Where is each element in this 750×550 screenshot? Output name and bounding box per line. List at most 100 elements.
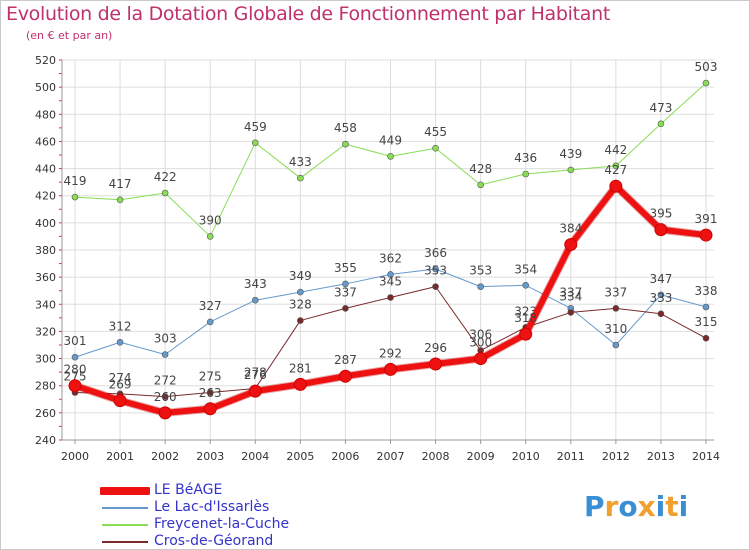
x-tick-label: 2001 [106,450,134,463]
data-point [161,189,169,197]
data-point [432,144,439,152]
data-point [567,166,575,174]
data-point [432,283,439,290]
legend-label: Cros-de-Géorand [154,533,274,549]
data-label: 345 [379,275,402,289]
data-point [474,352,488,366]
data-point [522,281,530,289]
data-point [206,318,214,326]
data-label: 343 [244,277,267,291]
x-tick-label: 2014 [692,450,720,463]
y-tick-label: 320 [35,325,56,338]
data-point [158,406,172,420]
legend-swatch-lac-issarles [102,507,148,509]
data-label: 353 [469,264,492,278]
data-label: 419 [64,174,87,188]
data-label: 280 [64,363,87,377]
data-point [612,162,620,170]
data-point [71,193,79,201]
data-label: 427 [604,163,627,177]
data-label: 292 [379,346,402,360]
data-point [699,228,713,242]
logo-letter: i [678,490,689,523]
data-point [477,283,484,290]
data-point [702,79,710,87]
data-label: 433 [289,155,312,169]
x-tick-label: 2011 [557,450,585,463]
data-point [161,393,169,400]
x-tick-label: 2000 [61,450,89,463]
data-point [387,153,394,160]
y-tick-label: 420 [35,190,56,203]
data-point [248,384,262,398]
data-point [206,233,214,240]
data-label: 318 [514,311,537,325]
data-label: 442 [604,143,627,157]
data-point [206,389,214,396]
data-label: 323 [514,304,537,318]
data-label: 354 [514,262,537,276]
x-tick-label: 2006 [331,450,359,463]
data-label: 315 [695,315,718,329]
x-tick-label: 2008 [422,450,450,463]
data-label: 272 [154,374,177,388]
data-point [387,294,394,301]
logo-letter: o [618,490,638,523]
data-point [251,139,259,147]
x-tick-label: 2002 [151,450,179,463]
data-point [387,271,394,278]
data-label: 301 [64,334,87,348]
y-tick-label: 460 [35,135,56,148]
data-label: 269 [109,378,132,392]
data-point [657,120,665,128]
data-label: 384 [559,222,582,236]
data-label: 338 [695,284,718,298]
data-point [522,170,530,178]
data-point [567,309,575,316]
data-label: 395 [649,207,672,221]
x-tick-label: 2013 [647,450,675,463]
data-label: 458 [334,121,357,135]
x-tick-label: 2010 [512,450,540,463]
data-point [116,196,124,204]
data-label: 362 [379,251,402,265]
y-tick-label: 380 [35,244,56,257]
data-label: 417 [109,177,132,191]
data-label: 274 [109,371,132,385]
data-point [612,305,620,312]
data-label: 276 [244,368,267,382]
data-label: 349 [289,269,312,283]
data-label: 337 [559,285,582,299]
data-point [342,140,349,148]
data-point [203,402,217,416]
y-tick-label: 520 [35,54,56,67]
data-point [116,338,124,346]
data-label: 459 [244,120,267,134]
data-point [702,303,710,311]
legend-label: Le Lac-d'Issarlès [154,499,270,515]
logo-letter: r [604,490,619,523]
legend-swatch-cros-de-georand [102,541,148,543]
legend-label: Freycenet-la-Cuche [154,516,290,532]
data-point [342,280,349,288]
data-label: 327 [199,299,222,313]
legend-label: LE BéAGE [154,482,223,498]
data-point [251,296,259,304]
data-label: 390 [199,213,222,227]
y-tick-label: 400 [35,217,56,230]
data-point [161,351,169,358]
x-tick-label: 2007 [377,450,405,463]
data-point [338,369,352,383]
data-point [657,310,665,318]
x-tick-label: 2005 [286,450,314,463]
data-label: 347 [649,272,672,286]
data-label: 328 [289,298,312,312]
data-label: 337 [604,285,627,299]
logo-letter: P [584,490,605,523]
data-label: 449 [379,133,402,147]
data-point [342,305,349,312]
data-point [297,174,304,182]
data-label: 296 [424,341,447,355]
data-label: 278 [244,365,267,379]
data-label: 391 [695,212,718,226]
